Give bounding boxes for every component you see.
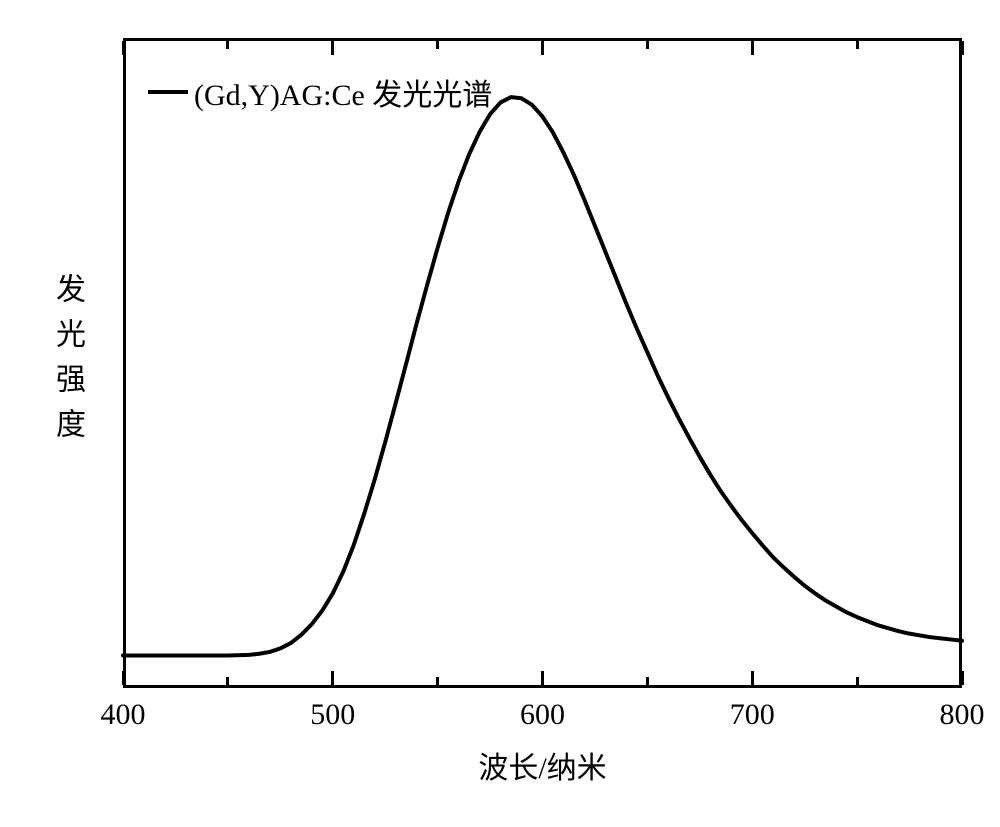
emission-curve [0, 0, 1000, 827]
emission-curve-path [123, 97, 962, 655]
figure: 400500600700800 发光强度 波长/纳米 (Gd,Y)AG:Ce 发… [0, 0, 1000, 827]
